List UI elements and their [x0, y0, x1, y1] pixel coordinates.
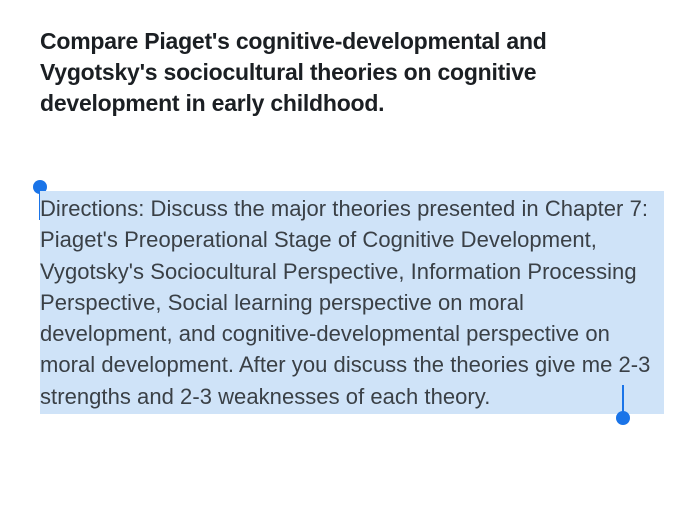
- selection-handle-end[interactable]: [616, 411, 630, 425]
- directions-text[interactable]: Directions: Discuss the major theories p…: [40, 191, 664, 414]
- directions-container: Directions: Discuss the major theories p…: [40, 191, 664, 414]
- question-heading: Compare Piaget's cognitive-developmental…: [40, 26, 664, 119]
